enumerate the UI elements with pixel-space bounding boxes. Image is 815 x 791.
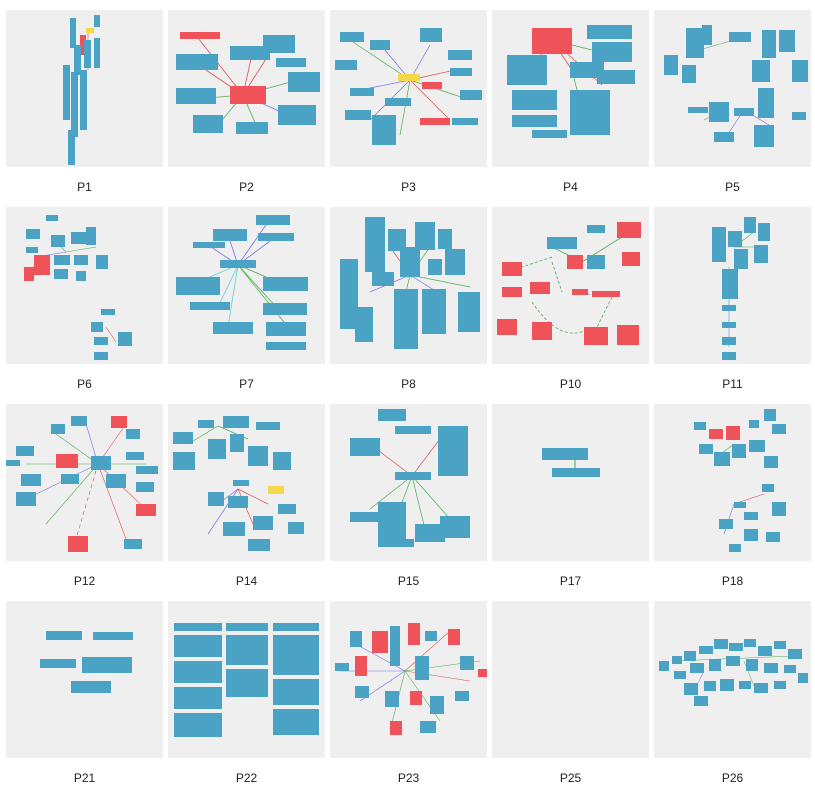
thumbnail-p17[interactable] [492,404,649,561]
thumbnail-label: P22 [235,771,258,785]
thumbnail-label: P11 [722,377,743,391]
thumbnail-p25[interactable] [492,601,649,758]
thumbnail-label: P1 [77,180,92,194]
thumbnail-p3[interactable] [330,10,487,167]
thumbnail-label: P8 [401,377,416,391]
gallery-item-p6[interactable]: P6 [6,207,163,392]
thumbnail-label: P14 [235,574,258,588]
thumbnail-label: P10 [559,377,582,391]
gallery-item-p17[interactable]: P17 [492,404,649,589]
thumbnail-p8[interactable] [330,207,487,364]
thumbnail-p1[interactable] [6,10,163,167]
thumbnail-label: P21 [73,771,96,785]
gallery-item-p3[interactable]: P3 [330,10,487,195]
gallery-item-p10[interactable]: P10 [492,207,649,392]
thumbnail-p22[interactable] [168,601,325,758]
thumbnail-p10[interactable] [492,207,649,364]
thumbnail-label: P15 [397,574,420,588]
thumbnail-label: P26 [721,771,744,785]
gallery-item-p26[interactable]: P26 [654,601,811,786]
thumbnail-label: P7 [239,377,254,391]
thumbnail-p4[interactable] [492,10,649,167]
thumbnail-label: P4 [563,180,578,194]
thumbnail-p5[interactable] [654,10,811,167]
gallery-item-p18[interactable]: P18 [654,404,811,589]
thumbnail-label: P2 [239,180,254,194]
thumbnail-p15[interactable] [330,404,487,561]
thumbnail-p2[interactable] [168,10,325,167]
thumbnail-p11[interactable] [654,207,811,364]
gallery-item-p4[interactable]: P4 [492,10,649,195]
thumbnail-p23[interactable] [330,601,487,758]
thumbnail-p12[interactable] [6,404,163,561]
thumbnail-label: P17 [559,574,582,588]
gallery-item-p2[interactable]: P2 [168,10,325,195]
gallery-item-p8[interactable]: P8 [330,207,487,392]
thumbnail-label: P18 [721,574,744,588]
gallery-item-p23[interactable]: P23 [330,601,487,786]
thumbnail-label: P25 [559,771,582,785]
thumbnail-label: P23 [397,771,420,785]
gallery-item-p25[interactable]: P25 [492,601,649,786]
gallery-item-p22[interactable]: P22 [168,601,325,786]
thumbnail-p18[interactable] [654,404,811,561]
thumbnail-label: P6 [77,377,92,391]
gallery-item-p5[interactable]: P5 [654,10,811,195]
gallery-item-p11[interactable]: P11 [654,207,811,392]
thumbnail-p7[interactable] [168,207,325,364]
thumbnail-p26[interactable] [654,601,811,758]
thumbnail-label: P5 [725,180,740,194]
thumbnail-p21[interactable] [6,601,163,758]
gallery-item-p1[interactable]: P1 [6,10,163,195]
gallery-item-p15[interactable]: P15 [330,404,487,589]
gallery-item-p12[interactable]: P12 [6,404,163,589]
gallery-item-p7[interactable]: P7 [168,207,325,392]
thumbnail-p6[interactable] [6,207,163,364]
thumbnail-label: P3 [401,180,416,194]
thumbnail-label: P12 [73,574,96,588]
gallery-item-p14[interactable]: P14 [168,404,325,589]
gallery-item-p21[interactable]: P21 [6,601,163,786]
thumbnail-p14[interactable] [168,404,325,561]
